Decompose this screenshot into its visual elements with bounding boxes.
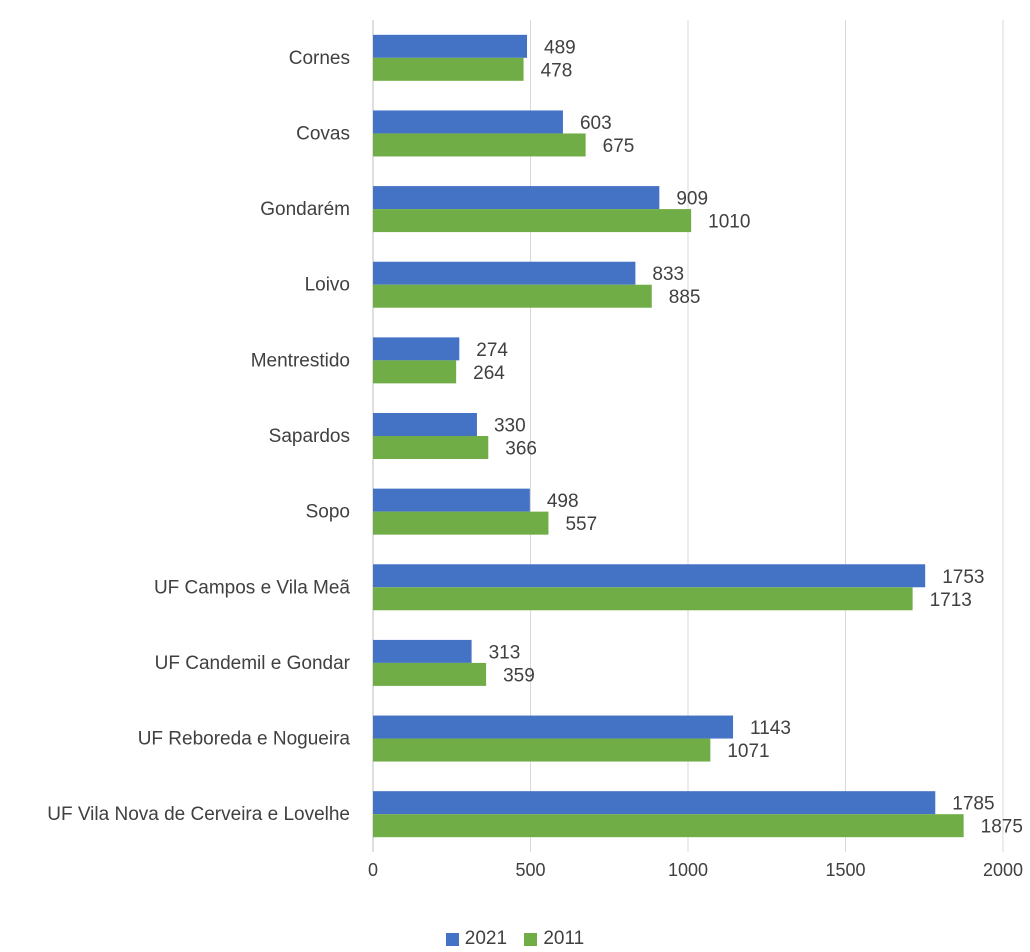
category-label: Sopo <box>306 502 350 523</box>
gridlines <box>372 20 1004 852</box>
data-label: 313 <box>489 642 521 663</box>
bar-series-2 <box>373 57 524 81</box>
category-label: UF Candemil e Gondar <box>155 653 351 674</box>
bar-series-1 <box>373 34 528 58</box>
x-tick-label: 1000 <box>668 860 708 880</box>
bar-series-2 <box>373 360 457 384</box>
bar-series-1 <box>373 261 636 285</box>
bar-series-2 <box>373 738 711 762</box>
data-label: 1143 <box>750 718 791 739</box>
bar-series-1 <box>373 715 734 739</box>
data-label: 1753 <box>942 567 984 588</box>
data-label: 1875 <box>981 817 1023 838</box>
x-tick-label: 1500 <box>825 860 865 880</box>
category-label: Loivo <box>305 275 350 296</box>
bar-series-2 <box>373 436 489 459</box>
bar-series-1 <box>373 791 936 815</box>
bar-series-2 <box>373 511 549 535</box>
category-label: UF Reboreda e Nogueira <box>138 729 351 750</box>
category-label: UF Campos e Vila Meã <box>154 577 350 598</box>
category-label: UF Vila Nova de Cerveira e Lovelhe <box>47 804 350 825</box>
data-label: 909 <box>676 189 708 210</box>
legend-label-series-1: 2021 <box>464 928 508 949</box>
legend-item-series-1: 2021 <box>445 928 508 950</box>
legend-swatch-series-2 <box>524 932 538 946</box>
bar-series-1 <box>373 639 472 663</box>
legend: 2021 2011 <box>0 928 1030 952</box>
bar-series-2 <box>373 133 586 157</box>
x-tick-label: 0 <box>368 860 378 880</box>
data-label: 833 <box>652 264 684 285</box>
bar-series-1 <box>373 413 477 436</box>
category-labels: Cornes Covas Gondarém Loivo Mentrestido Sapar… <box>47 48 350 825</box>
category-label: Covas <box>296 123 350 144</box>
data-label: 1713 <box>930 590 972 611</box>
legend-swatch-series-1 <box>445 932 459 946</box>
data-label: 1071 <box>727 741 769 762</box>
bar-series-2 <box>373 284 652 308</box>
data-label: 264 <box>473 363 505 384</box>
data-label: 885 <box>669 287 701 308</box>
bar-series-1 <box>373 110 563 134</box>
bars <box>373 34 964 838</box>
bar-series-1 <box>373 337 460 361</box>
category-label: Mentrestido <box>251 350 350 371</box>
data-label: 675 <box>603 136 635 157</box>
data-label: 1010 <box>708 212 750 233</box>
data-label: 603 <box>580 113 612 134</box>
data-label: 274 <box>476 340 508 361</box>
bar-series-2 <box>373 587 913 611</box>
category-label: Sapardos <box>269 426 350 447</box>
data-label: 366 <box>505 439 537 460</box>
bar-series-2 <box>373 662 487 686</box>
bar-series-1 <box>373 186 660 210</box>
data-label: 1785 <box>952 794 994 815</box>
x-tick-label: 500 <box>515 860 545 880</box>
data-label: 330 <box>494 416 526 437</box>
data-label: 498 <box>547 491 579 512</box>
x-axis-ticks: 0 500 1000 1500 2000 <box>368 860 1023 880</box>
bar-series-1 <box>373 488 530 512</box>
bar-series-2 <box>373 209 692 233</box>
data-label: 557 <box>565 514 597 535</box>
bar-series-2 <box>373 814 964 838</box>
x-tick-label: 2000 <box>983 860 1023 880</box>
legend-item-series-2: 2011 <box>524 928 584 950</box>
data-label: 478 <box>541 60 573 81</box>
legend-label-series-2: 2011 <box>543 928 585 949</box>
data-label: 359 <box>503 665 535 686</box>
category-label: Cornes <box>289 48 350 69</box>
data-label: 489 <box>544 37 576 58</box>
bar-series-1 <box>373 564 926 588</box>
category-label: Gondarém <box>260 199 350 220</box>
